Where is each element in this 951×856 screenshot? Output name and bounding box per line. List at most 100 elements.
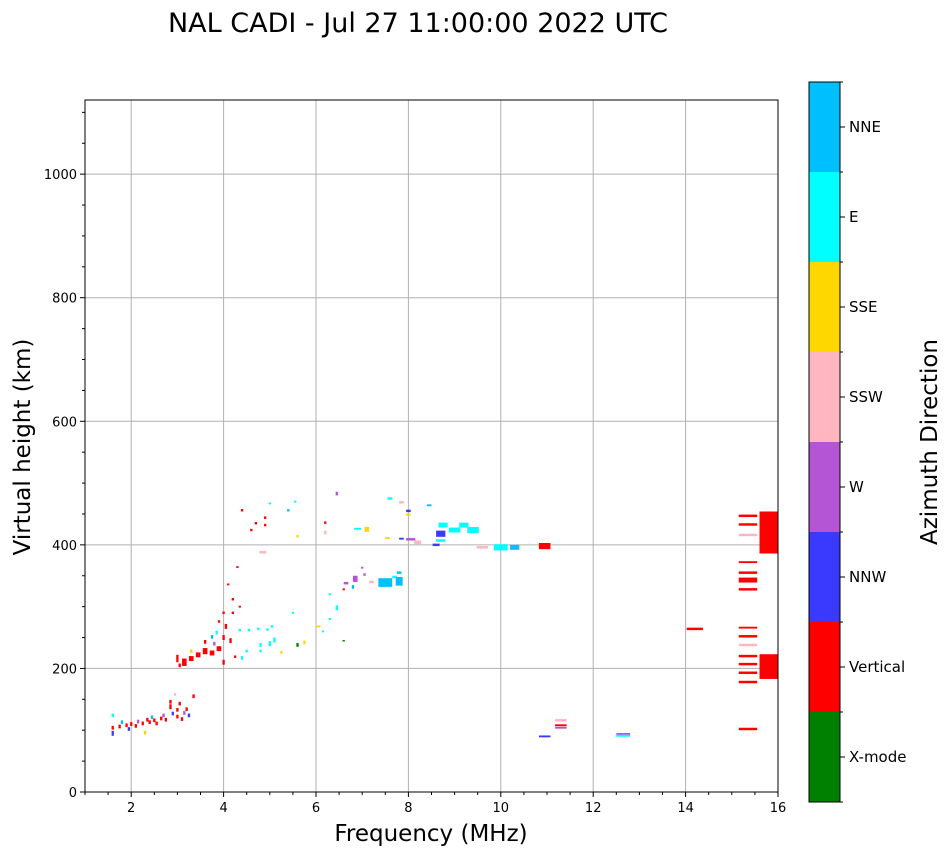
echo-point-vertical — [324, 521, 327, 524]
y-tick-label: 1000 — [44, 168, 77, 183]
colorbar-label: X-mode — [849, 748, 906, 766]
echo-point-vertical — [686, 627, 703, 631]
echo-point-e — [273, 637, 276, 643]
echo-point-w — [406, 538, 416, 541]
echo-point-nne — [426, 504, 432, 507]
echo-point-vertical — [238, 605, 241, 608]
echo-point-e — [321, 630, 325, 633]
echo-point-vertical — [227, 583, 230, 586]
echo-point-w — [352, 575, 358, 582]
echo-point-w — [213, 641, 216, 646]
x-tick-label: 12 — [585, 801, 602, 816]
colorbar-title: Azimuth Direction — [917, 339, 943, 545]
colorbar-label: SSW — [849, 388, 883, 406]
echo-point-vertical — [222, 611, 225, 615]
echo-point-vertical — [202, 648, 208, 655]
echo-point-vertical — [738, 727, 758, 731]
echo-point-e — [240, 656, 244, 660]
echo-point-vertical — [229, 638, 232, 644]
echo-point-vertical — [178, 701, 181, 706]
echo-point-sse — [190, 649, 193, 653]
y-axis-ticks: 0 200 400 600 800 1000 — [44, 111, 85, 801]
x-axis-label: Frequency (MHz) — [334, 821, 527, 847]
echo-point-vertical — [217, 620, 221, 623]
echo-point-vertical — [118, 724, 121, 729]
echo-point-sse — [303, 640, 306, 645]
data-points — [111, 491, 778, 738]
x-tick-label: 2 — [127, 801, 135, 816]
echo-point-vertical — [342, 588, 345, 591]
echo-point-vertical — [169, 704, 172, 710]
colorbar-label: W — [849, 478, 864, 496]
echo-point-e — [467, 526, 479, 534]
echo-point-e — [257, 627, 260, 631]
echo-point-e — [215, 630, 218, 635]
colorbar-label: Vertical — [849, 658, 905, 676]
echo-point-vertical — [231, 597, 234, 601]
echo-point-vertical — [178, 663, 181, 668]
colorbar-swatch-ssw — [809, 352, 840, 442]
echo-point-w — [136, 719, 140, 724]
plot-area-frame — [84, 99, 779, 793]
grid-lines — [85, 100, 778, 792]
colorbar-label: NNW — [849, 568, 886, 586]
colorbar-swatch-w — [809, 442, 840, 532]
echo-point-ssw — [173, 693, 177, 696]
echo-point-nnw — [432, 543, 440, 547]
echo-point-vertical — [180, 717, 184, 721]
echo-point-vertical — [176, 654, 179, 663]
echo-point-vertical — [264, 516, 267, 519]
echo-point-e — [111, 713, 114, 718]
echo-point-vertical — [264, 523, 267, 527]
echo-point-e — [387, 497, 393, 500]
echo-point-nnw — [127, 727, 131, 731]
colorbar-frame — [808, 81, 841, 803]
echo-point-vertical — [224, 623, 228, 629]
echo-point-vertical — [254, 521, 258, 525]
echo-point-vertical — [759, 654, 778, 679]
echo-point-vertical — [111, 725, 114, 730]
x-tick-label: 16 — [770, 801, 787, 816]
colorbar-swatch-vertical — [809, 622, 840, 712]
echo-point-ssw — [324, 530, 327, 535]
echo-point-vertical — [155, 721, 158, 726]
echo-point-x-mode — [342, 640, 345, 642]
echo-point-vertical — [738, 662, 758, 666]
echo-point-e — [354, 527, 362, 530]
colorbar-label: SSE — [849, 298, 878, 316]
echo-point-e — [616, 734, 631, 737]
echo-point-vertical — [240, 509, 244, 512]
echo-point-vertical — [250, 528, 253, 532]
echo-point-vertical — [538, 543, 551, 550]
echo-point-vertical — [130, 722, 133, 726]
echo-point-w — [361, 566, 364, 569]
colorbar-swatch-e — [809, 172, 840, 262]
echo-point-vertical — [738, 577, 758, 583]
colorbar-swatch-sse — [809, 262, 840, 352]
echo-point-vertical — [738, 588, 758, 591]
echo-point-vertical — [203, 640, 207, 644]
echo-point-vertical — [125, 723, 128, 728]
echo-point-vertical — [738, 514, 758, 518]
echo-point-nne — [150, 715, 154, 720]
x-axis-ticks: 2 4 6 8 10 12 14 16 — [84, 792, 787, 816]
echo-point-ssw — [399, 500, 404, 504]
echo-point-nne — [120, 720, 124, 725]
echo-point-vertical — [209, 650, 215, 656]
y-tick-label: 200 — [52, 662, 77, 677]
echo-point-sse — [143, 730, 147, 735]
echo-point-e — [259, 643, 262, 647]
echo-point-vertical — [192, 694, 195, 699]
echo-point-nne — [351, 585, 355, 589]
echo-point-e — [266, 628, 269, 631]
echo-point-ssw — [738, 533, 758, 537]
echo-point-e — [459, 522, 469, 528]
echo-point-vertical — [738, 635, 758, 638]
echo-point-vertical — [738, 571, 758, 574]
echo-point-e — [448, 527, 461, 533]
echo-point-vertical — [555, 724, 567, 727]
echo-point-sse — [385, 537, 390, 539]
echo-point-vertical — [216, 646, 222, 652]
echo-point-ssw — [738, 643, 758, 647]
